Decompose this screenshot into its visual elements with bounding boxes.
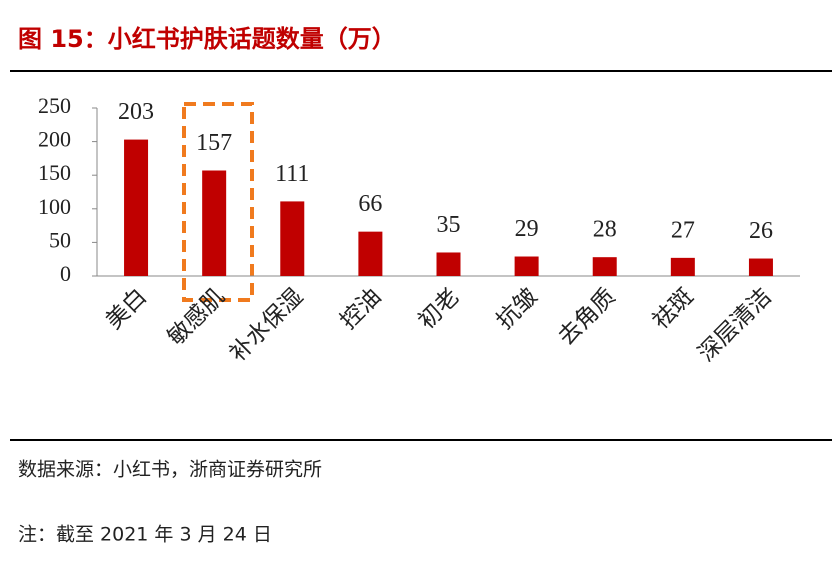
x-tick-label: 补水保湿 (225, 284, 308, 367)
y-tick-label: 50 (49, 227, 71, 252)
bar (748, 258, 773, 276)
chart-title: 图 15：小红书护肤话题数量（万） (18, 25, 396, 53)
y-tick-label: 150 (38, 160, 71, 185)
value-label: 157 (196, 130, 232, 156)
highlight-box (182, 102, 254, 302)
x-tick-label: 敏感肌 (163, 284, 229, 350)
value-label: 66 (358, 191, 382, 217)
bar (514, 256, 539, 276)
x-tick-label: 初老 (414, 284, 464, 334)
value-label: 26 (749, 218, 773, 244)
bar (358, 231, 383, 276)
y-tick-label: 100 (38, 194, 71, 219)
x-tick-label: 祛斑 (648, 284, 698, 334)
x-tick-label: 去角质 (554, 284, 620, 350)
value-label: 28 (593, 217, 617, 243)
x-tick-label: 抗皱 (492, 284, 542, 334)
bar (670, 257, 695, 276)
value-label: 29 (515, 216, 539, 242)
x-tick-label: 控油 (335, 284, 385, 334)
x-tick-label: 美白 (101, 284, 151, 334)
y-tick-label: 250 (38, 93, 71, 118)
footnote: 注：截至 2021 年 3 月 24 日 (18, 524, 272, 546)
value-label: 111 (275, 161, 309, 187)
bar (280, 201, 305, 276)
x-tick-label: 深层清洁 (693, 284, 776, 367)
bar (202, 170, 227, 276)
bar (592, 257, 617, 276)
value-label: 35 (437, 212, 461, 238)
source-note: 数据来源：小红书，浙商证券研究所 (18, 459, 322, 481)
value-label: 203 (118, 99, 154, 125)
y-tick-label: 200 (38, 127, 71, 152)
y-tick-label: 0 (60, 261, 71, 286)
bar (124, 139, 149, 276)
bar (436, 252, 461, 276)
value-label: 27 (671, 217, 695, 243)
